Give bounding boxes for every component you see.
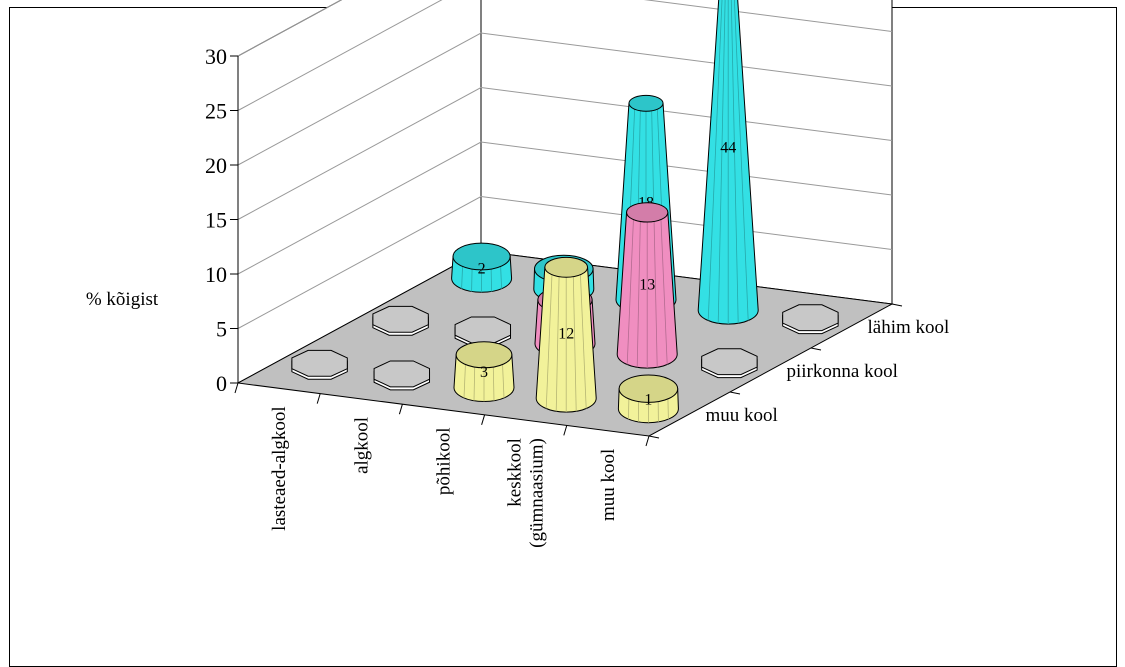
empty-base bbox=[783, 305, 838, 331]
cone-top bbox=[629, 95, 663, 111]
series-label: piirkonna kool bbox=[787, 361, 898, 382]
data-label: 13 bbox=[639, 276, 655, 293]
z-tick bbox=[730, 392, 740, 394]
category-label: põhikool bbox=[434, 428, 455, 496]
cone-mark bbox=[783, 305, 838, 334]
series-label: lähim kool bbox=[868, 317, 950, 338]
series-label: muu kool bbox=[706, 405, 778, 426]
z-tick bbox=[892, 304, 902, 306]
empty-base bbox=[292, 350, 347, 376]
cone-mark: 2 bbox=[452, 243, 512, 292]
empty-base bbox=[374, 361, 429, 387]
x-tick bbox=[564, 425, 567, 435]
cone-mark bbox=[374, 361, 429, 390]
cone-mark: 13 bbox=[617, 203, 677, 368]
empty-base bbox=[702, 349, 757, 375]
z-tick bbox=[811, 348, 821, 350]
y-tick-label: 25 bbox=[205, 99, 227, 124]
y-tick-label: 0 bbox=[216, 371, 227, 396]
x-tick bbox=[482, 415, 485, 425]
category-label: lasteaed-algkool bbox=[269, 406, 290, 531]
cone-mark bbox=[373, 306, 428, 335]
y-tick-label: 15 bbox=[205, 208, 227, 233]
back-wall bbox=[481, 0, 892, 304]
category-label: algkool bbox=[351, 417, 372, 474]
data-label: 12 bbox=[558, 326, 574, 343]
z-tick bbox=[649, 436, 659, 438]
x-tick bbox=[399, 404, 402, 414]
data-label: 44 bbox=[720, 140, 736, 157]
category-label: keskkool(gümnaasium) bbox=[505, 438, 548, 548]
cone-mark: 12 bbox=[536, 257, 596, 412]
y-tick-label: 30 bbox=[205, 44, 227, 69]
data-label: 1 bbox=[644, 392, 652, 409]
x-tick bbox=[317, 394, 320, 404]
cone-mark: 3 bbox=[454, 342, 514, 402]
cone-mark: 1 bbox=[618, 375, 678, 423]
cone-mark bbox=[702, 349, 757, 378]
data-label: 2 bbox=[478, 260, 486, 277]
x-tick bbox=[235, 383, 238, 393]
empty-base bbox=[373, 306, 428, 332]
y-tick-label: 5 bbox=[216, 317, 227, 342]
y-tick-label: 10 bbox=[205, 262, 227, 287]
x-tick bbox=[646, 436, 649, 446]
data-label: 3 bbox=[480, 364, 488, 381]
cone-top bbox=[627, 203, 668, 222]
category-label: muu kool bbox=[598, 449, 619, 521]
y-axis-title: % kõigist bbox=[86, 289, 159, 310]
empty-base bbox=[455, 317, 510, 343]
cone-chart: 0 5 10 15 20 25 30 % kõigist lasteaed-algkool alg… bbox=[0, 0, 1125, 649]
cone-top bbox=[545, 257, 588, 277]
y-tick-label: 20 bbox=[205, 153, 227, 178]
cone-mark bbox=[292, 350, 347, 379]
